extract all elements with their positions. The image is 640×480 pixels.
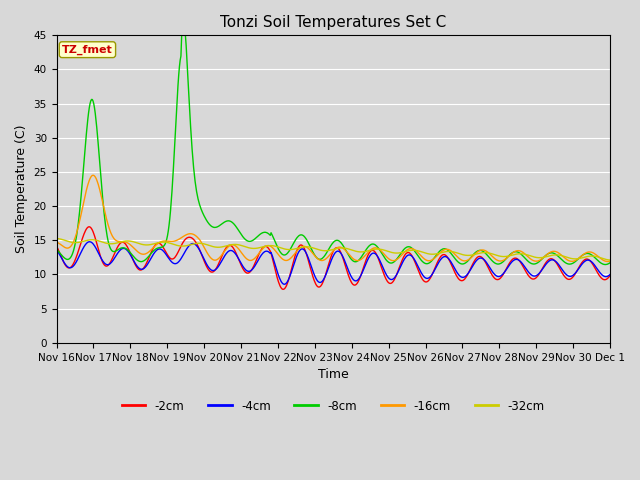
Line: -4cm: -4cm [56, 242, 610, 284]
-16cm [289, 252, 297, 258]
-2cm [52, 243, 60, 249]
Line: -2cm: -2cm [56, 227, 610, 289]
-4cm [52, 247, 60, 253]
-4cm [606, 272, 614, 277]
-8cm [310, 252, 318, 257]
-4cm [451, 266, 459, 272]
-32cm [450, 249, 458, 255]
Line: -32cm: -32cm [56, 239, 610, 260]
-4cm [280, 281, 288, 287]
-4cm [291, 261, 298, 266]
-8cm [52, 247, 60, 252]
Title: Tonzi Soil Temperatures Set C: Tonzi Soil Temperatures Set C [220, 15, 446, 30]
-2cm [451, 270, 459, 276]
-8cm [464, 258, 472, 264]
-8cm [178, 33, 186, 38]
-16cm [604, 259, 612, 264]
Text: TZ_fmet: TZ_fmet [62, 45, 113, 55]
-4cm [131, 260, 139, 265]
-16cm [310, 252, 318, 258]
-4cm [55, 250, 63, 256]
-16cm [606, 258, 614, 264]
-2cm [606, 273, 614, 278]
-8cm [606, 260, 614, 265]
-8cm [451, 255, 458, 261]
-32cm [463, 252, 471, 258]
-2cm [311, 280, 319, 286]
-16cm [464, 257, 472, 263]
-2cm [279, 287, 287, 292]
-2cm [465, 270, 472, 276]
-16cm [55, 240, 63, 246]
-16cm [52, 239, 60, 245]
-16cm [451, 251, 458, 257]
-2cm [131, 261, 139, 266]
-32cm [310, 245, 317, 251]
-2cm [55, 248, 63, 254]
-32cm [289, 246, 296, 252]
Y-axis label: Soil Temperature (C): Soil Temperature (C) [15, 125, 28, 253]
-8cm [602, 262, 609, 267]
-16cm [131, 246, 139, 252]
Line: -16cm: -16cm [56, 175, 610, 262]
-8cm [289, 240, 297, 246]
-16cm [89, 172, 97, 178]
Legend: -2cm, -4cm, -8cm, -16cm, -32cm: -2cm, -4cm, -8cm, -16cm, -32cm [117, 395, 550, 417]
Line: -8cm: -8cm [56, 36, 610, 264]
-32cm [55, 236, 63, 241]
-32cm [606, 257, 614, 263]
-4cm [311, 274, 319, 279]
-8cm [55, 249, 63, 254]
X-axis label: Time: Time [318, 368, 349, 381]
-4cm [465, 270, 472, 276]
-2cm [86, 224, 93, 229]
-4cm [86, 239, 93, 245]
-8cm [130, 254, 138, 260]
-32cm [52, 236, 60, 241]
-2cm [291, 256, 298, 262]
-32cm [130, 239, 138, 245]
